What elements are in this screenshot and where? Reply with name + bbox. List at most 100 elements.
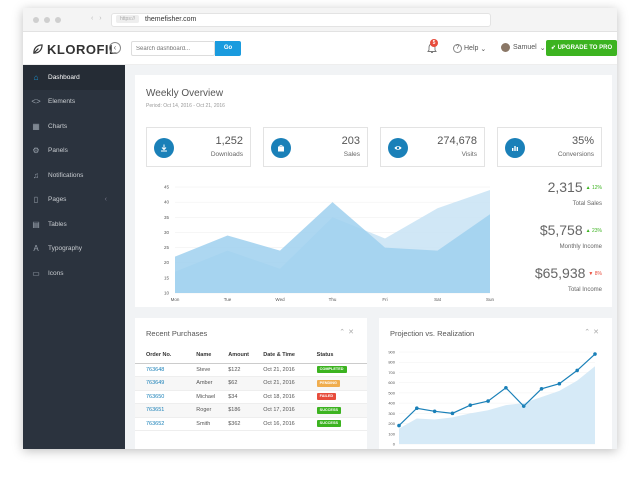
x-tick-label: Sat	[434, 297, 442, 302]
status-cell: PENDING	[316, 376, 367, 391]
bar-chart-icon	[505, 138, 525, 158]
status-badge: SUCCESS	[316, 420, 342, 428]
stat-label: Visits	[461, 151, 477, 158]
y-tick-label: 900	[388, 350, 395, 355]
y-tick-label: 30	[164, 230, 170, 235]
x-tick-label: Tue	[224, 297, 232, 302]
upgrade-label: UPGRADE TO PRO	[557, 45, 613, 51]
summary-value: 2,315	[547, 179, 583, 195]
panel-subtitle: Period: Oct 14, 2016 - Oct 21, 2016	[146, 103, 225, 109]
order-amount: $362	[228, 417, 264, 431]
panel-controls[interactable]: ⌃✕	[339, 328, 357, 336]
browser-chrome: ‹ › https:// themefisher.com	[23, 8, 617, 32]
sidebar-item-panels[interactable]: ⚙ Panels	[23, 139, 125, 164]
y-tick-label: 0	[393, 442, 396, 447]
column-header: Amount	[228, 347, 264, 364]
sidebar-item-elements[interactable]: <> Elements	[23, 90, 125, 115]
column-header: Status	[316, 347, 367, 364]
chevron-down-icon: ⌄	[480, 45, 487, 53]
nav-arrows-icon[interactable]: ‹ ›	[91, 15, 104, 22]
order-amount: $62	[228, 376, 264, 391]
table-row[interactable]: 763650 Michael $34 Oct 18, 2016 FAILED	[135, 390, 367, 404]
sidebar-item-notifications[interactable]: ♫ Notifications	[23, 163, 125, 188]
order-date: Oct 16, 2016	[263, 417, 317, 431]
search-input[interactable]	[131, 41, 215, 56]
status-cell: COMPLETED	[316, 363, 367, 377]
status-badge: SUCCESS	[316, 406, 342, 414]
panel-controls[interactable]: ⌃✕	[584, 328, 602, 336]
data-point	[415, 406, 419, 411]
chevron-down-icon: ⌄	[539, 44, 546, 52]
data-point	[557, 381, 562, 386]
leaf-icon	[33, 44, 43, 54]
x-tick-label: Fri	[382, 297, 387, 302]
go-button[interactable]: Go	[215, 41, 241, 56]
notification-badge: 5	[430, 39, 438, 47]
y-tick-label: 500	[388, 390, 395, 395]
summary-change: ▲ 23%	[585, 227, 602, 234]
upgrade-button[interactable]: ➶ UPGRADE TO PRO	[546, 40, 617, 56]
order-link[interactable]: 763652	[135, 417, 197, 431]
sidebar-item-dashboard[interactable]: ⌂ Dashboard	[23, 65, 125, 90]
weekly-area-chart: 10 15 20 25 30 35 40 45 Mon Tue Wed Thu Fri Sat Sun	[164, 185, 495, 303]
sidebar-item-label: Panels	[48, 147, 68, 155]
data-point	[450, 411, 455, 416]
window-controls[interactable]	[33, 17, 61, 23]
sidebar-item-label: Notifications	[48, 171, 84, 179]
y-tick-label: 15	[164, 275, 170, 280]
sidebar-item-label: Charts	[48, 122, 68, 130]
brand-logo[interactable]: KLOROFIL	[32, 42, 117, 57]
url-protocol-tag: https://	[116, 15, 140, 24]
y-tick-label: 700	[388, 370, 395, 375]
sidebar-item-tables[interactable]: ▤ Tables	[23, 212, 125, 237]
menu-toggle-icon[interactable]: ‹	[109, 42, 121, 54]
table-row[interactable]: 763651 Roger $186 Oct 17, 2016 SUCCESS	[135, 403, 367, 418]
stat-value: 1,252	[215, 135, 243, 147]
y-tick-label: 400	[388, 401, 395, 406]
order-link[interactable]: 763650	[135, 390, 197, 404]
panel-title: Weekly Overview	[146, 88, 224, 99]
data-point	[521, 404, 526, 408]
sidebar-item-typography[interactable]: A Typography	[23, 237, 125, 262]
table-row[interactable]: 763649 Amber $62 Oct 21, 2016 PENDING	[135, 376, 367, 391]
y-tick-label: 800	[388, 360, 395, 365]
y-tick-label: 300	[388, 411, 395, 416]
y-tick-label: 200	[388, 421, 395, 426]
order-amount: $186	[228, 403, 264, 418]
order-date: Oct 17, 2016	[263, 403, 317, 418]
summary-caption: Monthly Income	[559, 244, 602, 250]
column-header: Date & Time	[263, 347, 317, 364]
x-tick-label: Thu	[329, 297, 337, 302]
panel-title: Projection vs. Realization	[390, 329, 475, 338]
area-series-1	[175, 202, 490, 293]
stat-sales: 203 Sales	[263, 127, 368, 167]
column-header: Name	[196, 347, 229, 364]
table-row[interactable]: 763648 Steve $122 Oct 21, 2016 COMPLETED	[135, 363, 367, 377]
address-bar[interactable]: https:// themefisher.com	[111, 13, 491, 27]
order-link[interactable]: 763649	[135, 376, 197, 391]
sidebar-item-label: Elements	[48, 98, 76, 106]
order-link[interactable]: 763648	[135, 363, 197, 377]
table-row[interactable]: 763652 Smith $362 Oct 16, 2016 SUCCESS	[135, 417, 367, 431]
y-tick-label: 40	[164, 200, 170, 205]
bag-icon	[271, 138, 291, 158]
weekly-overview-panel: Weekly Overview Period: Oct 14, 2016 - O…	[135, 75, 612, 307]
help-menu[interactable]: ? Help ⌄	[453, 44, 486, 53]
order-link[interactable]: 763651	[135, 403, 197, 418]
stat-downloads: 1,252 Downloads	[146, 127, 251, 167]
sidebar-item-pages[interactable]: ▯ Pages ‹	[23, 188, 125, 213]
sidebar-item-label: Icons	[48, 269, 64, 277]
download-icon	[154, 138, 174, 158]
user-menu[interactable]: Samuel ⌄	[501, 43, 546, 52]
data-point	[539, 387, 544, 391]
summary-caption: Total Income	[567, 287, 602, 293]
file-icon: ▯	[33, 195, 39, 205]
stat-visits: 274,678 Visits	[380, 127, 485, 167]
screen-icon: ▭	[32, 268, 40, 278]
collapse-icon: ⌃	[339, 329, 349, 336]
sidebar-item-icons[interactable]: ▭ Icons	[23, 261, 125, 286]
help-label: Help	[464, 45, 479, 52]
summary-monthly-income: $5,758 ▲ 23% Monthly Income	[512, 222, 602, 250]
top-navbar: KLOROFIL ‹ Go 5 ?Help⌄ Samuel⌄ ➶ UPGRADE…	[23, 32, 617, 65]
sidebar-item-charts[interactable]: ▦ Charts	[23, 114, 125, 139]
